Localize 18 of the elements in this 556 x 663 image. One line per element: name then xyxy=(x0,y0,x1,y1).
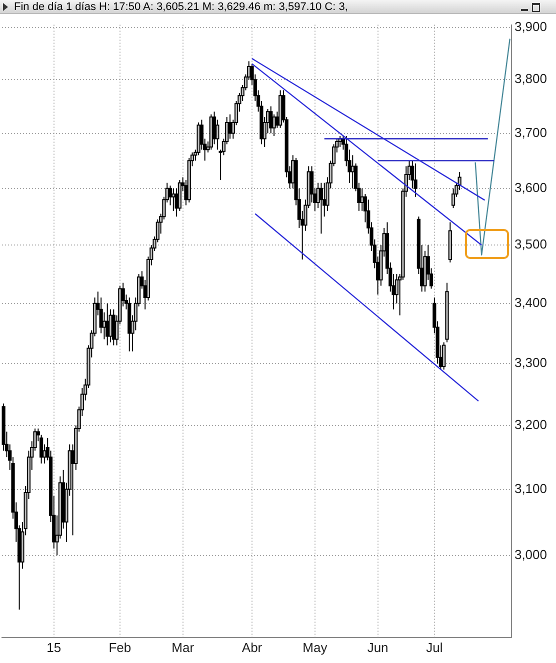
y-tick-label: 3,500 xyxy=(514,236,548,252)
chart-title: Fin de día 1 días H: 17:50 A: 3,605.21 M: 3,629.46 m: 3,597.10 C: 3, xyxy=(0,0,556,14)
y-tick-label: 3,100 xyxy=(514,480,548,496)
y-tick-label: 3,900 xyxy=(514,18,548,34)
y-tick-label: 3,200 xyxy=(514,416,548,432)
x-tick-label: 15 xyxy=(46,640,62,655)
y-tick-label: 3,800 xyxy=(514,71,548,86)
x-tick-label: May xyxy=(302,640,328,655)
y-tick-label: 3,000 xyxy=(514,546,548,562)
x-tick-label: Abr xyxy=(242,640,263,655)
x-tick-label: Jul xyxy=(426,640,443,655)
y-tick-label: 3,400 xyxy=(514,295,548,310)
y-tick-label: 3,700 xyxy=(514,124,548,140)
x-tick-label: Jun xyxy=(367,640,388,655)
y-tick-label: 3,600 xyxy=(514,180,548,196)
x-tick-label: Feb xyxy=(108,640,132,655)
x-tick-label: Mar xyxy=(172,640,195,655)
y-tick-label: 3,300 xyxy=(514,355,548,370)
